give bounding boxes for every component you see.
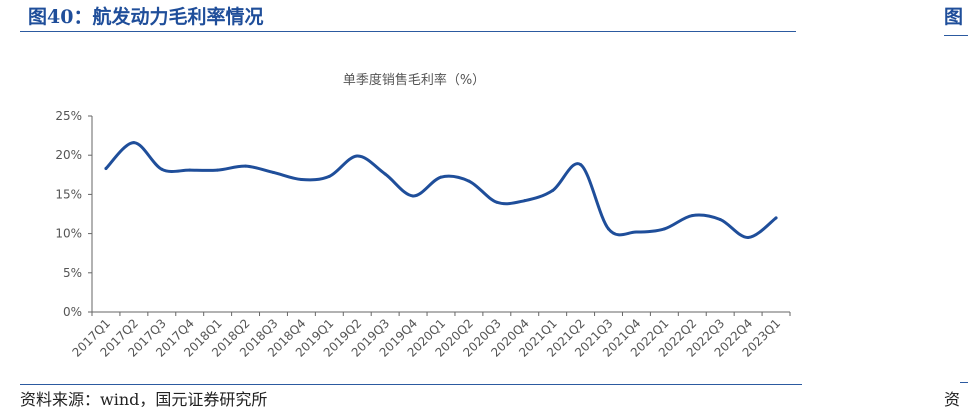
data-point	[607, 227, 611, 231]
chart-title: 单季度销售毛利率（%）	[343, 72, 485, 88]
data-point	[383, 172, 387, 176]
data-point	[327, 174, 331, 178]
data-point	[551, 188, 555, 192]
data-point	[467, 179, 471, 183]
data-point	[662, 227, 666, 231]
y-tick-label: 25%	[55, 109, 82, 123]
series-line	[104, 141, 778, 240]
y-tick-label: 20%	[55, 148, 82, 162]
source-note: 资料来源：wind，国元证券研究所	[20, 390, 268, 409]
data-point	[132, 141, 136, 145]
data-point	[188, 168, 192, 172]
data-point	[216, 168, 220, 172]
data-point	[579, 163, 583, 167]
data-point	[299, 178, 303, 182]
data-point	[104, 167, 108, 171]
adjacent-source-fragment: 资	[944, 390, 961, 409]
data-point	[634, 230, 638, 234]
title-rule	[20, 31, 796, 32]
y-tick-label: 15%	[55, 187, 82, 201]
y-tick-label: 5%	[63, 266, 82, 280]
data-point	[523, 199, 527, 203]
data-point	[439, 175, 443, 179]
data-point	[411, 194, 415, 198]
figure-title: 图40：航发动力毛利率情况	[28, 6, 264, 28]
y-tick-label: 10%	[55, 227, 82, 241]
x-axis-ticks: 2017Q12017Q22017Q32017Q42018Q12018Q22018…	[70, 312, 791, 360]
data-point	[160, 167, 164, 171]
adjacent-source-rule	[960, 382, 968, 383]
data-point	[746, 236, 750, 240]
data-point	[244, 164, 248, 168]
data-point	[774, 216, 778, 220]
source-rule	[20, 384, 802, 385]
data-point	[271, 170, 275, 174]
data-point	[690, 214, 694, 218]
data-point	[355, 154, 359, 158]
y-tick-label: 0%	[63, 305, 82, 319]
adjacent-figure-title-fragment: 图	[944, 6, 964, 28]
data-point	[495, 200, 499, 204]
data-point	[718, 217, 722, 221]
adjacent-title-rule	[944, 35, 968, 36]
y-axis-ticks: 0% 5% 10% 15% 20% 25%	[55, 109, 92, 319]
